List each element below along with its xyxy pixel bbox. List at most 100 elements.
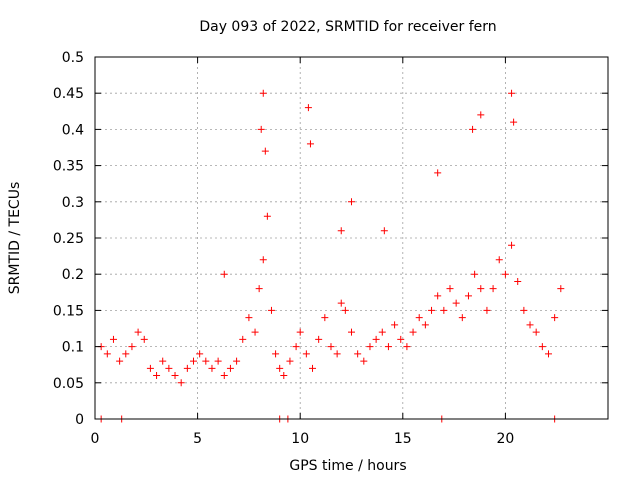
data-point <box>510 118 518 126</box>
data-point <box>239 335 247 343</box>
data-point <box>208 364 216 372</box>
y-tick-label: 0.1 <box>62 340 84 356</box>
data-point <box>477 285 485 293</box>
data-point <box>483 306 491 314</box>
data-point <box>337 299 345 307</box>
data-point <box>452 299 460 307</box>
data-point <box>380 227 388 235</box>
y-tick-label: 0.35 <box>53 159 84 175</box>
data-point <box>109 335 117 343</box>
data-point <box>306 140 314 148</box>
x-tick-label: 0 <box>91 431 100 447</box>
data-point <box>391 321 399 329</box>
data-point <box>259 89 267 97</box>
data-point <box>551 314 559 322</box>
data-point <box>140 335 148 343</box>
data-point <box>189 357 197 365</box>
data-point <box>220 372 228 380</box>
data-point <box>489 285 497 293</box>
chart-title: Day 093 of 2022, SRMTID for receiver fer… <box>199 19 496 35</box>
x-tick-label: 5 <box>193 431 202 447</box>
data-point <box>348 328 355 336</box>
data-point <box>384 343 392 351</box>
data-point <box>354 350 362 358</box>
data-point <box>122 350 130 358</box>
data-point <box>520 306 528 314</box>
data-point <box>103 350 111 358</box>
data-point <box>397 335 405 343</box>
data-point <box>196 350 204 358</box>
data-point <box>128 343 136 351</box>
grid <box>95 57 608 419</box>
y-tick-label: 0.4 <box>62 122 84 138</box>
y-tick-label: 0.15 <box>53 303 84 319</box>
data-point <box>292 343 300 351</box>
data-point <box>464 292 472 300</box>
data-point <box>171 372 179 380</box>
data-point <box>526 321 534 329</box>
data-point <box>272 350 280 358</box>
data-point <box>532 328 540 336</box>
data-point <box>538 343 546 351</box>
data-point <box>557 285 565 293</box>
data-point <box>446 285 454 293</box>
data-point <box>233 357 241 365</box>
data-points <box>97 89 565 423</box>
data-point <box>276 364 284 372</box>
x-tick-label: 10 <box>291 431 309 447</box>
data-point <box>280 372 288 380</box>
data-point <box>259 256 267 264</box>
y-tick-label: 0.05 <box>53 376 84 392</box>
data-point <box>378 328 386 336</box>
axis-ticks: 0 0.05 0.1 0.15 0.2 0.25 0.3 0.35 0.4 0.45 0.5 0 5 10… <box>53 50 608 447</box>
data-point <box>458 314 466 322</box>
data-point <box>153 372 161 380</box>
data-point <box>514 277 522 285</box>
data-point <box>183 364 191 372</box>
data-point <box>495 256 503 264</box>
data-point <box>146 364 154 372</box>
data-point <box>267 306 275 314</box>
data-point <box>116 357 124 365</box>
data-point <box>321 314 329 322</box>
data-point <box>341 306 349 314</box>
data-point <box>255 285 263 293</box>
data-point <box>159 357 167 365</box>
data-point <box>409 328 417 336</box>
data-point <box>348 198 355 206</box>
data-point <box>302 350 310 358</box>
y-tick-label: 0.45 <box>53 86 84 102</box>
data-point <box>337 227 345 235</box>
y-tick-label: 0.2 <box>62 267 84 283</box>
data-point <box>428 306 436 314</box>
data-point <box>501 270 509 278</box>
data-point <box>471 270 479 278</box>
y-tick-label: 0.25 <box>53 231 84 247</box>
data-point <box>296 328 304 336</box>
data-point <box>360 357 368 365</box>
data-point <box>261 147 269 155</box>
data-point <box>508 241 516 249</box>
data-point <box>327 343 335 351</box>
data-point <box>257 125 265 133</box>
data-point <box>366 343 374 351</box>
data-point <box>304 104 312 112</box>
data-point <box>477 111 485 119</box>
data-point <box>245 314 253 322</box>
data-point <box>469 125 477 133</box>
x-tick-label: 15 <box>394 431 412 447</box>
data-point <box>315 335 323 343</box>
data-point <box>134 328 142 336</box>
data-point <box>333 350 341 358</box>
x-axis-label: GPS time / hours <box>289 458 406 474</box>
data-point <box>202 357 210 365</box>
data-point <box>440 306 448 314</box>
data-point <box>286 357 294 365</box>
y-tick-label: 0.3 <box>62 195 84 211</box>
data-point <box>226 364 234 372</box>
data-point <box>508 89 516 97</box>
data-point <box>165 364 173 372</box>
y-axis-label: SRMTID / TECUs <box>7 182 23 295</box>
y-tick-label: 0 <box>75 412 84 428</box>
data-point <box>177 379 185 387</box>
